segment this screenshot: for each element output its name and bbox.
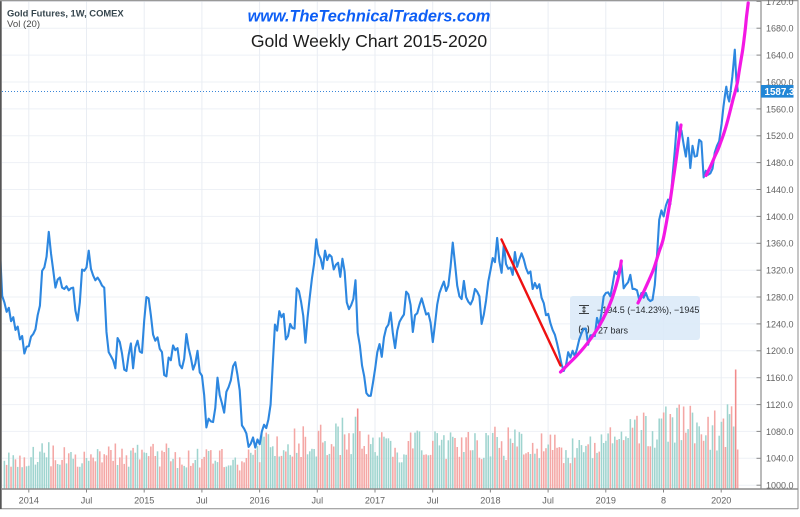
svg-text:1320.0: 1320.0: [766, 266, 794, 276]
svg-text:Jul: Jul: [542, 495, 554, 505]
svg-text:1600.0: 1600.0: [766, 77, 794, 87]
svg-text:1720.0: 1720.0: [766, 0, 794, 7]
svg-text:2019: 2019: [596, 495, 616, 505]
svg-text:Gold Futures, 1W, COMEX: Gold Futures, 1W, COMEX: [7, 8, 124, 19]
svg-text:1200.0: 1200.0: [766, 346, 794, 356]
svg-text:2014: 2014: [19, 495, 39, 505]
svg-text:Vol (20): Vol (20): [7, 19, 40, 30]
svg-text:1587.3: 1587.3: [765, 87, 796, 98]
svg-text:2017: 2017: [365, 495, 385, 505]
svg-text:1280.0: 1280.0: [766, 292, 794, 302]
svg-text:1000.0: 1000.0: [766, 481, 794, 491]
svg-text:Jul: Jul: [81, 495, 93, 505]
svg-text:1120.0: 1120.0: [766, 400, 793, 410]
svg-text:1560.0: 1560.0: [766, 104, 794, 114]
svg-text:2016: 2016: [249, 495, 269, 505]
svg-text:1080.0: 1080.0: [766, 427, 794, 437]
svg-text:Jul: Jul: [196, 495, 208, 505]
svg-text:1040.0: 1040.0: [766, 454, 794, 464]
svg-text:2020: 2020: [711, 495, 731, 505]
svg-text:1680.0: 1680.0: [766, 24, 794, 34]
svg-text:1240.0: 1240.0: [766, 319, 794, 329]
svg-text:8: 8: [661, 495, 666, 505]
svg-text:1400.0: 1400.0: [766, 212, 794, 222]
svg-text:1440.0: 1440.0: [766, 185, 794, 195]
svg-text:Gold Weekly Chart 2015-2020: Gold Weekly Chart 2015-2020: [251, 31, 488, 51]
svg-text:−194.5 (−14.23%), −1945: −194.5 (−14.23%), −1945: [597, 305, 699, 315]
svg-text:1160.0: 1160.0: [766, 373, 793, 383]
svg-text:2015: 2015: [134, 495, 154, 505]
svg-text:Jul: Jul: [427, 495, 439, 505]
svg-text:1520.0: 1520.0: [766, 131, 794, 141]
svg-text:2018: 2018: [480, 495, 500, 505]
svg-text:1360.0: 1360.0: [766, 239, 794, 249]
svg-text:1640.0: 1640.0: [766, 51, 794, 61]
svg-text:27 bars: 27 bars: [598, 325, 629, 335]
svg-text:www.TheTechnicalTraders.com: www.TheTechnicalTraders.com: [248, 8, 491, 26]
svg-text:1480.0: 1480.0: [766, 158, 794, 168]
svg-text:Jul: Jul: [311, 495, 323, 505]
